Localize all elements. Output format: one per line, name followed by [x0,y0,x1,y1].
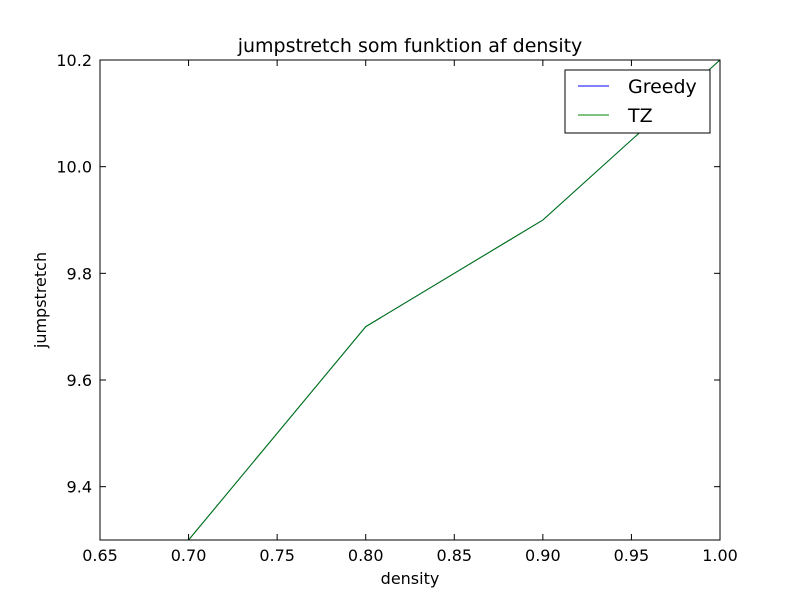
x-axis-ticks: 0.65 0.70 0.75 0.80 0.85 0.90 0.95 1.00 [82,60,738,565]
series-line-tz [188,60,720,540]
x-tick-label: 0.90 [525,546,561,565]
x-tick-label: 0.70 [171,546,207,565]
y-axis-ticks: 9.4 9.6 9.8 10.0 10.2 [56,51,720,497]
chart-title: jumpstretch som funktion af density [237,35,583,57]
x-tick-label: 1.00 [702,546,738,565]
y-axis-label: jumpstretch [31,252,50,349]
x-axis-label: density [381,569,440,588]
x-tick-label: 0.75 [259,546,295,565]
legend-box [564,69,711,134]
y-tick-label: 9.4 [67,478,92,497]
y-tick-label: 9.8 [67,264,92,283]
y-tick-label: 10.0 [56,158,92,177]
x-tick-label: 0.65 [82,546,118,565]
legend: Greedy TZ [564,69,711,134]
x-tick-label: 0.80 [348,546,384,565]
y-tick-label: 9.6 [67,371,92,390]
legend-label-tz: TZ [627,105,653,127]
x-tick-label: 0.85 [436,546,472,565]
plot-frame [99,59,721,541]
series-layer [188,60,720,540]
x-tick-label: 0.95 [614,546,650,565]
legend-label-greedy: Greedy [628,76,697,98]
y-tick-label: 10.2 [56,51,92,70]
